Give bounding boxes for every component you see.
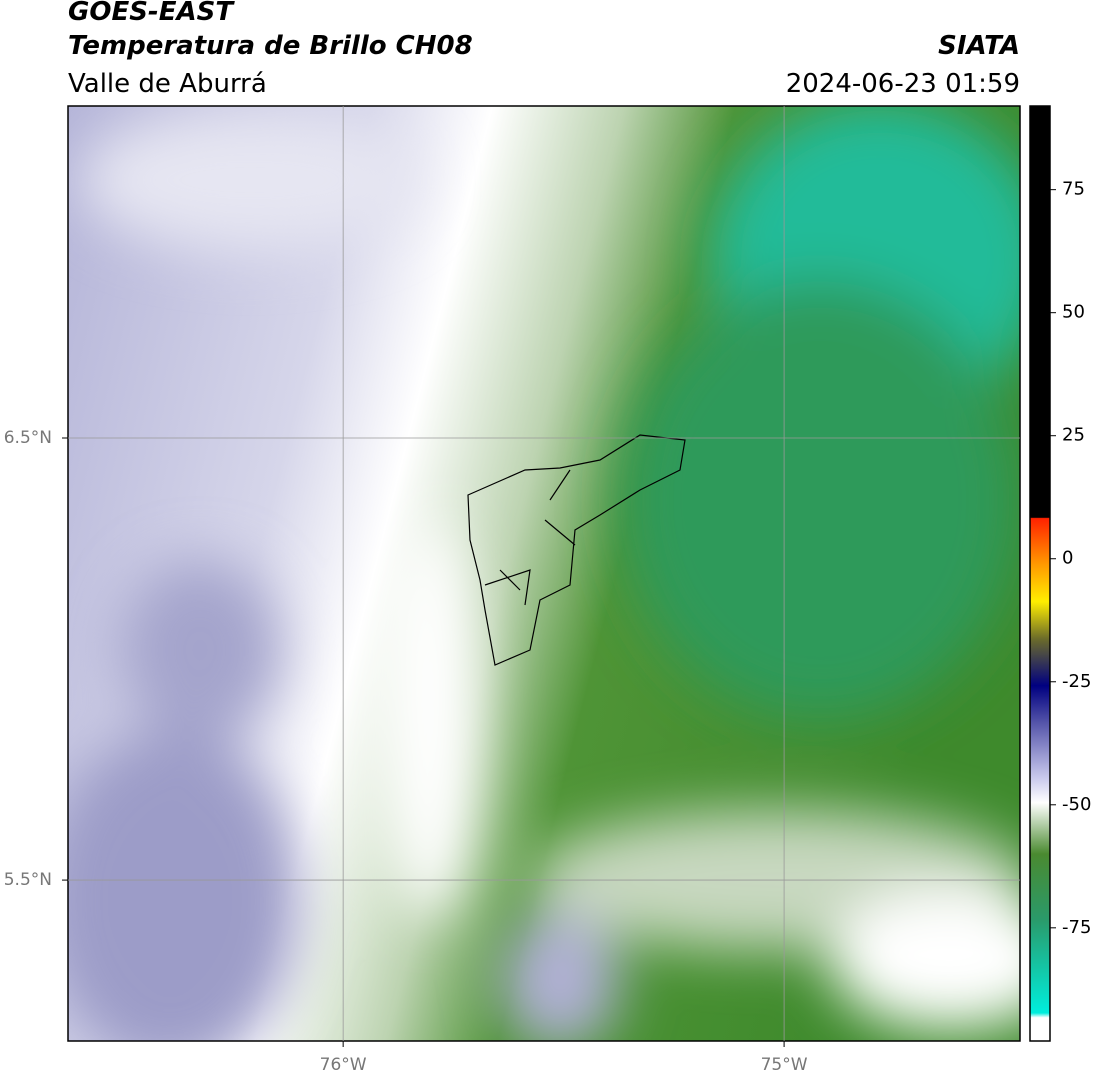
colorbar-tick-label: 50 (1062, 302, 1085, 323)
satellite-image (68, 106, 1020, 1041)
colorbar-tick-label: -25 (1062, 671, 1091, 692)
timestamp: 2024-06-23 01:59 (786, 69, 1020, 99)
colorbar-tick-label: -50 (1062, 794, 1091, 815)
y-tick-label: 5.5°N (4, 870, 52, 890)
map-frame (67, 105, 1021, 1042)
title: GOES-EAST (68, 0, 235, 27)
source: SIATA (938, 31, 1020, 61)
colorbar-tick-label: 25 (1062, 425, 1085, 446)
region: Valle de Aburrá (68, 69, 267, 99)
colorbar-tick-label: 0 (1062, 548, 1073, 569)
colorbar-tick-label: -75 (1062, 917, 1091, 938)
x-tick-label: 76°W (320, 1055, 367, 1075)
y-tick-label: 6.5°N (4, 428, 52, 448)
basin-outline (467, 434, 686, 666)
colorbar (1029, 105, 1051, 1042)
subtitle: Temperatura de Brillo CH08 (68, 31, 473, 61)
x-tick-label: 75°W (761, 1055, 808, 1075)
colorbar-tick-label: 75 (1062, 179, 1085, 200)
